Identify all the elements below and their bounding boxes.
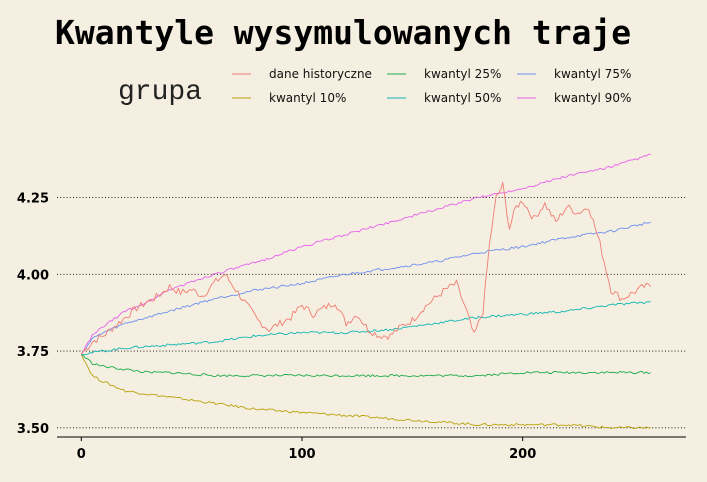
x-tick-label: 200	[509, 447, 536, 462]
series-group	[80, 153, 652, 430]
series-line-kwantyl-10-	[80, 353, 651, 430]
x-tick-label: 0	[77, 447, 86, 462]
grid	[57, 197, 686, 429]
series-line-kwantyl-50-	[81, 301, 651, 356]
legend-label: kwantyl 10%	[269, 91, 346, 105]
chart-title: Kwantyle wysymulowanych traje	[55, 13, 631, 52]
y-tick-label: 3.75	[17, 345, 49, 360]
x-axis-ticks: 0 100 200	[77, 437, 536, 462]
legend-label: kwantyl 25%	[424, 67, 501, 81]
y-axis-ticks: 3.50 3.75 4.00 4.25	[17, 192, 49, 437]
y-tick-label: 4.25	[17, 192, 49, 207]
series-line-dane-historyczne	[80, 181, 652, 355]
y-tick-label: 3.50	[17, 422, 49, 437]
legend-label: kwantyl 50%	[424, 91, 501, 105]
legend-label: dane historyczne	[269, 67, 372, 81]
y-tick-label: 4.00	[17, 268, 49, 283]
legend-label: kwantyl 90%	[554, 91, 631, 105]
legend: grupa dane historyczne kwantyl 10% kwantyl…	[118, 67, 631, 108]
series-line-kwantyl-75-	[80, 221, 651, 355]
legend-title: grupa	[118, 77, 202, 108]
series-line-kwantyl-25-	[81, 353, 651, 378]
x-tick-label: 100	[288, 447, 315, 462]
series-line-kwantyl-90-	[80, 153, 651, 355]
legend-label: kwantyl 75%	[554, 67, 631, 81]
